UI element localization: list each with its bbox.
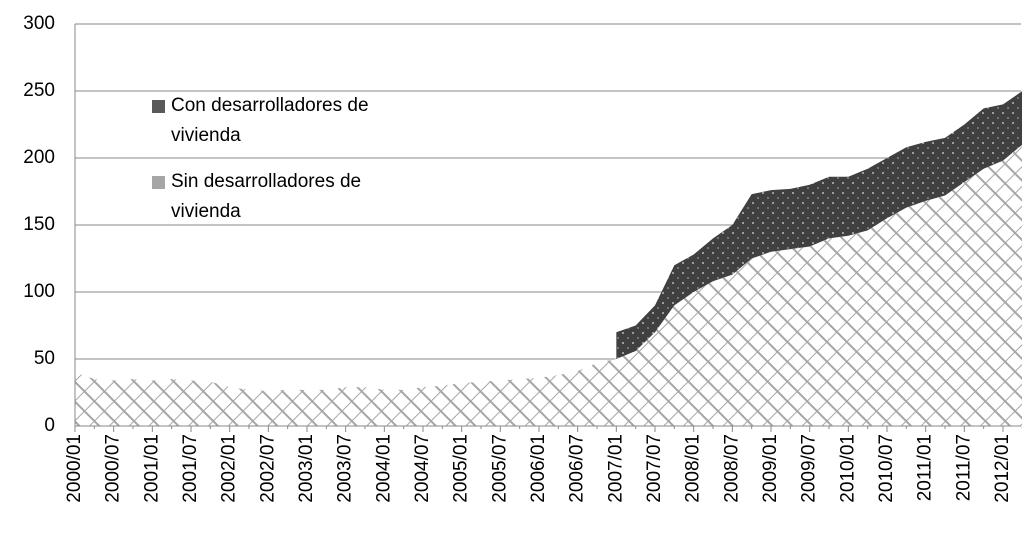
area bbox=[75, 144, 1022, 426]
x-tick-label: 2000/01 bbox=[64, 434, 85, 503]
x-tick-label: 2008/07 bbox=[721, 434, 742, 503]
x-tick-label: 2010/07 bbox=[876, 434, 897, 503]
x-tick-label: 2006/01 bbox=[528, 434, 549, 503]
y-tick-label: 0 bbox=[44, 415, 55, 436]
x-tick-label: 2002/01 bbox=[219, 434, 240, 503]
x-tick-label: 2009/07 bbox=[799, 434, 820, 503]
x-tick-label: 2011/07 bbox=[953, 434, 974, 501]
x-tick-label: 2003/07 bbox=[335, 434, 356, 503]
x-tick-label: 2006/07 bbox=[567, 434, 588, 503]
area bbox=[616, 91, 1022, 359]
x-tick-label: 2001/01 bbox=[141, 434, 162, 503]
x-tick-label: 2004/07 bbox=[412, 434, 433, 503]
x-tick-label: 2005/07 bbox=[489, 434, 510, 503]
x-tick-label: 2002/07 bbox=[257, 434, 278, 503]
legend-swatch bbox=[152, 176, 165, 189]
y-tick-label: 50 bbox=[34, 348, 55, 369]
x-tick-label: 2003/01 bbox=[296, 434, 317, 503]
y-tick-label: 100 bbox=[23, 281, 55, 302]
legend-swatch bbox=[152, 100, 165, 113]
legend-item: Sin desarrolladores de vivienda bbox=[152, 167, 417, 227]
x-tick-label: 2012/01 bbox=[992, 434, 1013, 503]
y-tick-label: 250 bbox=[23, 80, 55, 101]
x-tick-label: 2005/01 bbox=[451, 434, 472, 503]
x-tick-label: 2009/01 bbox=[760, 434, 781, 503]
legend-label: Con desarrolladores de vivienda bbox=[171, 95, 369, 146]
legend-label: Sin desarrolladores de vivienda bbox=[171, 171, 362, 222]
x-tick-label: 2000/07 bbox=[103, 434, 124, 503]
y-tick-label: 200 bbox=[23, 147, 55, 168]
legend-item: Con desarrolladores de vivienda bbox=[152, 91, 417, 151]
x-tick-label: 2010/01 bbox=[837, 434, 858, 503]
y-tick-label: 300 bbox=[23, 13, 55, 34]
x-tick-label: 2001/07 bbox=[180, 434, 201, 503]
x-tick-label: 2008/01 bbox=[683, 434, 704, 503]
x-tick-label: 2007/01 bbox=[605, 434, 626, 503]
y-tick-label: 150 bbox=[23, 214, 55, 235]
x-tick-label: 2011/01 bbox=[915, 434, 936, 501]
x-tick-label: 2007/07 bbox=[644, 434, 665, 503]
x-tick-label: 2004/01 bbox=[373, 434, 394, 503]
